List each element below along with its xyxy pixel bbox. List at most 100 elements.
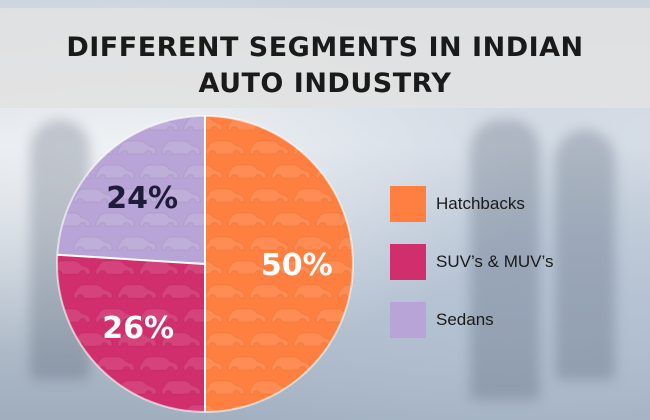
legend-item-suvs: SUV’s & MUV’s xyxy=(390,244,640,280)
car-silhouette xyxy=(315,212,353,227)
car-silhouette xyxy=(249,332,289,347)
background-figure xyxy=(555,130,615,380)
car-silhouette xyxy=(315,116,353,131)
car-silhouette xyxy=(95,164,135,179)
car-silhouette xyxy=(57,260,91,275)
car-silhouette xyxy=(205,140,245,155)
car-silhouette xyxy=(205,236,245,251)
car-silhouette xyxy=(73,140,113,155)
car-silhouette xyxy=(139,212,179,227)
car-silhouette xyxy=(161,380,201,395)
slice-dividers xyxy=(56,115,354,413)
car-silhouette xyxy=(249,284,289,299)
legend-item-sedans: Sedans xyxy=(390,302,640,338)
car-silhouette xyxy=(382,285,420,298)
car-silhouette xyxy=(337,284,353,299)
pie-slice-suvs xyxy=(57,254,206,412)
car-silhouette xyxy=(139,164,179,179)
car-silhouette xyxy=(271,308,311,323)
car-silhouette xyxy=(95,260,135,275)
car-silhouette xyxy=(95,116,135,131)
car-silhouette xyxy=(205,380,245,395)
legend-swatch-hatchbacks xyxy=(390,186,426,222)
car-silhouette xyxy=(57,164,91,179)
car-silhouette xyxy=(205,284,245,299)
car-silhouette xyxy=(117,284,157,299)
slice-divider xyxy=(57,253,206,265)
car-silhouette xyxy=(73,284,113,299)
car-silhouette xyxy=(271,212,311,227)
car-silhouette xyxy=(57,116,91,131)
car-silhouette xyxy=(73,188,113,203)
car-silhouette xyxy=(73,380,113,395)
car-silhouette xyxy=(315,356,353,371)
car-silhouette xyxy=(360,117,398,130)
pie-outline xyxy=(56,115,354,413)
car-silhouette xyxy=(57,404,91,412)
legend-swatch-sedans xyxy=(390,302,426,338)
car-silhouette xyxy=(95,212,135,227)
data-label-sedans: 24% xyxy=(106,181,178,216)
chart-title-line-1: DIFFERENT SEGMENTS IN INDIAN xyxy=(66,32,584,63)
car-silhouette xyxy=(183,212,223,227)
data-label-suvs: 26% xyxy=(102,311,174,346)
pie-slice-hatchbacks xyxy=(205,116,353,412)
legend-label-hatchbacks: Hatchbacks xyxy=(436,194,525,213)
car-silhouette xyxy=(227,308,267,323)
car-silhouette xyxy=(227,164,267,179)
car-silhouette xyxy=(271,404,311,412)
chart-title-line-2: AUTO INDUSTRY xyxy=(198,68,452,99)
car-silhouette xyxy=(227,260,267,275)
car-silhouette xyxy=(271,164,311,179)
car-silhouette xyxy=(337,236,353,251)
car-silhouette xyxy=(161,284,201,299)
car-silhouette xyxy=(249,140,289,155)
car-silhouette xyxy=(337,140,353,155)
title-band: DIFFERENT SEGMENTS IN INDIAN AUTO INDUST… xyxy=(0,8,650,108)
car-silhouette xyxy=(293,380,333,395)
pie-slices xyxy=(57,116,353,412)
car-silhouette xyxy=(360,357,398,370)
car-silhouette xyxy=(205,332,245,347)
car-silhouette xyxy=(205,188,245,203)
car-silhouette xyxy=(227,212,267,227)
car-silhouette xyxy=(73,332,113,347)
car-silhouette xyxy=(360,165,398,178)
car-silhouette xyxy=(161,188,201,203)
car-silhouette xyxy=(249,188,289,203)
car-silhouette xyxy=(271,356,311,371)
pie-slice-sedans xyxy=(57,116,205,264)
car-silhouette xyxy=(183,356,223,371)
car-silhouette xyxy=(117,332,157,347)
car-silhouette xyxy=(227,356,267,371)
car-silhouette xyxy=(139,308,179,323)
car-silhouette xyxy=(161,236,201,251)
legend-label-suvs: SUV’s & MUV’s xyxy=(436,252,554,271)
car-silhouette xyxy=(337,380,353,395)
car-silhouette xyxy=(249,236,289,251)
car-silhouette xyxy=(161,140,201,155)
car-silhouette xyxy=(293,236,333,251)
car-silhouette xyxy=(95,308,135,323)
car-silhouette xyxy=(293,188,333,203)
legend-item-hatchbacks: Hatchbacks xyxy=(390,186,640,222)
car-silhouette xyxy=(57,356,91,371)
car-silhouette xyxy=(73,236,113,251)
car-silhouette xyxy=(183,164,223,179)
car-silhouette xyxy=(337,332,353,347)
car-silhouette xyxy=(183,308,223,323)
car-silhouette xyxy=(360,405,398,418)
legend-swatch-suvs xyxy=(390,244,426,280)
car-silhouette xyxy=(161,332,201,347)
car-silhouette xyxy=(337,188,353,203)
car-silhouette xyxy=(95,356,135,371)
legend-label-sedans: Sedans xyxy=(436,310,494,329)
car-silhouette xyxy=(315,404,353,412)
data-label-hatchbacks: 50% xyxy=(261,248,333,283)
car-silhouette xyxy=(117,236,157,251)
car-silhouette xyxy=(271,260,311,275)
car-silhouette xyxy=(315,260,353,275)
slice-labels: 50% 26% 24% xyxy=(102,181,332,346)
car-silhouette xyxy=(117,140,157,155)
